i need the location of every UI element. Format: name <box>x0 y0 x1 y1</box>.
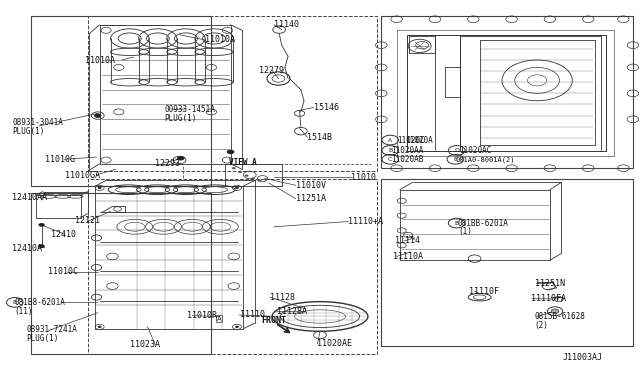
Text: 15146: 15146 <box>314 103 339 112</box>
Text: 11114: 11114 <box>396 236 420 246</box>
Text: 00933-1451A: 00933-1451A <box>164 105 215 114</box>
Text: 11010R: 11010R <box>187 311 217 320</box>
Text: 11128: 11128 <box>270 294 295 302</box>
Text: PLUG(1): PLUG(1) <box>164 114 196 123</box>
Text: 12410: 12410 <box>51 230 76 240</box>
Circle shape <box>227 150 234 154</box>
Text: (11): (11) <box>15 307 33 316</box>
Text: 12279: 12279 <box>259 66 284 75</box>
Circle shape <box>98 326 102 328</box>
Text: 11010A: 11010A <box>85 56 115 65</box>
Text: 11010C: 11010C <box>48 267 78 276</box>
Text: PLUG(1): PLUG(1) <box>26 334 59 343</box>
Circle shape <box>551 309 559 314</box>
Text: 11110FA: 11110FA <box>531 294 566 303</box>
Circle shape <box>235 326 239 328</box>
Text: 11140: 11140 <box>274 20 299 29</box>
Text: C: C <box>388 157 392 162</box>
Text: 11010A: 11010A <box>205 35 235 44</box>
Text: 081B8-6201A: 081B8-6201A <box>15 298 66 307</box>
Text: 11010: 11010 <box>351 173 376 182</box>
Text: 11251A: 11251A <box>296 194 326 203</box>
Circle shape <box>38 244 45 248</box>
Text: 081A0-8001A(2): 081A0-8001A(2) <box>456 156 515 163</box>
Text: 11110F: 11110F <box>469 287 499 296</box>
Circle shape <box>235 187 239 189</box>
Text: 11020AC: 11020AC <box>460 146 492 155</box>
Text: 12293: 12293 <box>156 158 180 167</box>
Circle shape <box>232 167 236 169</box>
Circle shape <box>257 179 261 182</box>
Text: 11020A: 11020A <box>405 135 433 145</box>
Text: E: E <box>454 157 458 162</box>
Text: VIEW A: VIEW A <box>229 158 257 167</box>
Text: B: B <box>388 148 392 153</box>
Text: 081BB-6201A: 081BB-6201A <box>458 219 509 228</box>
Text: 11251N: 11251N <box>534 279 564 288</box>
Text: FRONT: FRONT <box>261 316 286 325</box>
Circle shape <box>98 187 102 189</box>
Text: D: D <box>454 148 459 153</box>
Text: 11020AE: 11020AE <box>317 339 353 349</box>
Text: A: A <box>388 138 392 142</box>
Circle shape <box>95 114 101 118</box>
Text: 12410A: 12410A <box>12 244 42 253</box>
Circle shape <box>264 178 268 180</box>
Circle shape <box>244 174 248 177</box>
Circle shape <box>177 156 184 160</box>
Text: 11010V: 11010V <box>296 181 326 190</box>
Text: 1514B: 1514B <box>307 132 332 142</box>
Text: (1): (1) <box>458 227 472 237</box>
Text: B: B <box>13 300 17 305</box>
Text: 11110: 11110 <box>239 311 264 320</box>
Text: 0815B-61628: 0815B-61628 <box>534 312 586 321</box>
Circle shape <box>38 223 45 227</box>
Text: 08931-7241A: 08931-7241A <box>26 325 77 334</box>
Text: 11010G: 11010G <box>45 155 76 164</box>
Text: J11003AJ: J11003AJ <box>563 353 603 362</box>
Text: 11010GA: 11010GA <box>65 171 100 180</box>
Text: 11110+A: 11110+A <box>348 217 383 226</box>
Text: 11020AB: 11020AB <box>392 155 424 164</box>
Text: 12410AA: 12410AA <box>12 193 47 202</box>
Circle shape <box>251 177 255 180</box>
Text: 11020C: 11020C <box>397 135 424 145</box>
Text: 08931-3041A: 08931-3041A <box>12 118 63 127</box>
Text: 11020AA: 11020AA <box>392 146 424 155</box>
Text: 12121: 12121 <box>75 217 100 225</box>
Text: B: B <box>454 221 459 225</box>
Text: (2): (2) <box>534 321 548 330</box>
Text: 11128A: 11128A <box>276 307 307 316</box>
Text: A: A <box>217 316 221 322</box>
Text: 11110A: 11110A <box>393 252 423 261</box>
Text: 11023A: 11023A <box>130 340 160 349</box>
Circle shape <box>238 171 242 173</box>
Circle shape <box>95 114 101 118</box>
Text: PLUG(1): PLUG(1) <box>12 126 45 136</box>
